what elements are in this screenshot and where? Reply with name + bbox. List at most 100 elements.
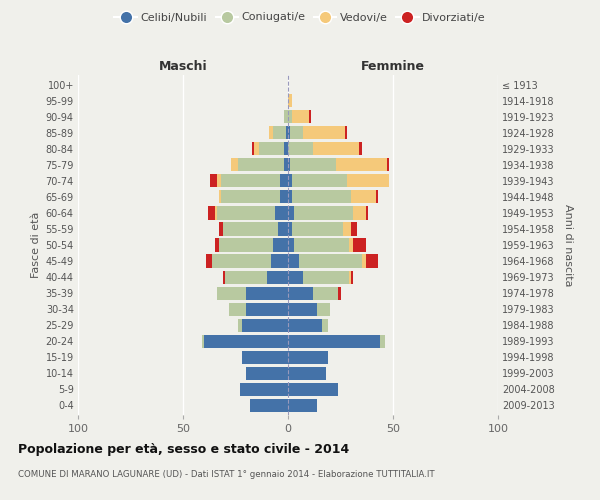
Bar — [299, 254, 361, 268]
Bar — [288, 222, 292, 235]
Bar — [225, 270, 267, 283]
Bar — [208, 206, 215, 220]
Bar — [288, 254, 299, 268]
Bar — [254, 142, 259, 156]
Bar — [232, 158, 238, 172]
Bar — [322, 318, 328, 332]
Bar — [359, 142, 362, 156]
Bar — [221, 174, 280, 188]
Bar — [217, 206, 275, 220]
Bar — [361, 254, 366, 268]
Bar — [292, 174, 347, 188]
Text: Maschi: Maschi — [158, 60, 208, 72]
Bar — [252, 142, 254, 156]
Bar — [274, 238, 288, 252]
Bar — [288, 334, 380, 348]
Bar — [221, 190, 280, 203]
Bar — [353, 206, 366, 220]
Text: Femmine: Femmine — [361, 60, 425, 72]
Bar — [229, 302, 246, 316]
Bar — [353, 238, 366, 252]
Bar — [259, 142, 284, 156]
Y-axis label: Anni di nascita: Anni di nascita — [563, 204, 573, 286]
Bar — [349, 270, 351, 283]
Bar — [288, 399, 317, 412]
Bar — [290, 126, 303, 140]
Legend: Celibi/Nubili, Coniugati/e, Vedovi/e, Divorziati/e: Celibi/Nubili, Coniugati/e, Vedovi/e, Di… — [110, 8, 490, 27]
Bar — [242, 318, 288, 332]
Bar — [288, 110, 292, 124]
Bar — [284, 110, 288, 124]
Bar — [376, 190, 379, 203]
Bar — [292, 190, 351, 203]
Text: COMUNE DI MARANO LAGUNARE (UD) - Dati ISTAT 1° gennaio 2014 - Elaborazione TUTTI: COMUNE DI MARANO LAGUNARE (UD) - Dati IS… — [18, 470, 434, 479]
Bar — [309, 110, 311, 124]
Bar — [212, 254, 271, 268]
Bar — [280, 174, 288, 188]
Bar — [288, 126, 290, 140]
Bar — [238, 158, 284, 172]
Bar — [288, 366, 326, 380]
Bar — [288, 142, 313, 156]
Bar — [242, 350, 288, 364]
Bar — [288, 350, 328, 364]
Y-axis label: Fasce di età: Fasce di età — [31, 212, 41, 278]
Bar — [366, 206, 368, 220]
Bar — [288, 383, 338, 396]
Bar — [246, 302, 288, 316]
Bar — [313, 286, 338, 300]
Bar — [206, 254, 212, 268]
Bar — [290, 158, 337, 172]
Bar — [204, 334, 288, 348]
Bar — [202, 334, 204, 348]
Bar — [280, 190, 288, 203]
Bar — [246, 286, 288, 300]
Bar — [292, 110, 309, 124]
Bar — [288, 190, 292, 203]
Bar — [317, 302, 330, 316]
Bar — [218, 222, 223, 235]
Bar — [288, 206, 295, 220]
Bar — [295, 238, 349, 252]
Bar — [223, 270, 225, 283]
Bar — [215, 206, 217, 220]
Bar — [313, 142, 359, 156]
Bar — [273, 126, 286, 140]
Bar — [288, 158, 290, 172]
Bar — [284, 158, 288, 172]
Bar — [217, 286, 246, 300]
Bar — [303, 126, 344, 140]
Bar — [288, 174, 292, 188]
Bar — [218, 190, 221, 203]
Bar — [288, 270, 303, 283]
Bar — [210, 174, 217, 188]
Bar — [240, 383, 288, 396]
Bar — [288, 302, 317, 316]
Bar — [295, 206, 353, 220]
Bar — [246, 366, 288, 380]
Bar — [351, 270, 353, 283]
Bar — [223, 222, 277, 235]
Bar — [218, 238, 274, 252]
Bar — [275, 206, 288, 220]
Bar — [347, 174, 389, 188]
Bar — [288, 238, 295, 252]
Bar — [215, 238, 218, 252]
Bar — [288, 94, 292, 107]
Bar — [351, 190, 376, 203]
Bar — [380, 334, 385, 348]
Bar — [269, 126, 274, 140]
Bar — [250, 399, 288, 412]
Text: Popolazione per età, sesso e stato civile - 2014: Popolazione per età, sesso e stato civil… — [18, 442, 349, 456]
Bar — [267, 270, 288, 283]
Bar — [277, 222, 288, 235]
Bar — [337, 158, 387, 172]
Bar — [351, 222, 358, 235]
Bar — [292, 222, 343, 235]
Bar — [284, 142, 288, 156]
Bar — [349, 238, 353, 252]
Bar — [288, 286, 313, 300]
Bar — [288, 318, 322, 332]
Bar — [238, 318, 242, 332]
Bar — [387, 158, 389, 172]
